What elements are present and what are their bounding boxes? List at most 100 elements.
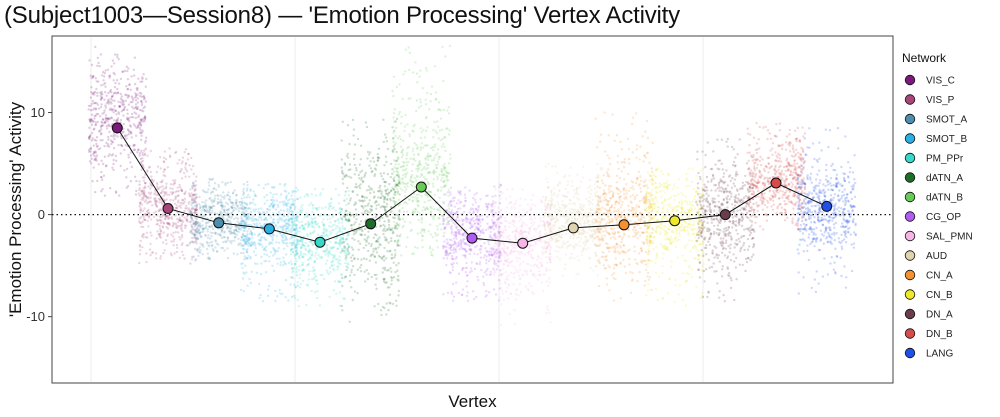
data-point: [187, 152, 191, 156]
data-point: [185, 219, 188, 222]
data-point: [332, 206, 335, 209]
data-point: [291, 200, 295, 203]
data-point: [288, 219, 291, 223]
data-point: [198, 207, 201, 210]
data-point: [382, 278, 386, 281]
data-point: [508, 212, 511, 215]
data-point: [405, 245, 408, 248]
data-point: [503, 256, 507, 259]
data-point: [193, 236, 196, 239]
data-point: [242, 252, 245, 255]
data-point: [441, 223, 445, 226]
data-point: [111, 140, 114, 143]
data-point: [397, 262, 400, 265]
data-point: [97, 61, 100, 65]
data-point: [402, 165, 406, 168]
data-point: [141, 246, 144, 249]
data-point: [446, 291, 450, 295]
data-point: [128, 120, 131, 123]
data-point: [193, 225, 196, 228]
data-point: [345, 174, 348, 178]
data-point: [453, 196, 456, 199]
data-point: [391, 172, 394, 175]
data-point: [227, 216, 230, 219]
data-point: [293, 283, 296, 286]
data-point: [118, 105, 121, 108]
data-point: [89, 96, 93, 99]
data-point: [283, 261, 286, 265]
data-point: [201, 201, 204, 204]
data-point: [554, 165, 557, 168]
data-point: [451, 299, 455, 302]
data-point: [403, 172, 407, 176]
data-point: [500, 289, 504, 292]
data-point: [314, 251, 318, 255]
data-point: [227, 207, 231, 211]
data-point: [405, 157, 408, 160]
data-point: [514, 242, 517, 246]
data-point: [196, 221, 199, 224]
data-point: [540, 264, 544, 267]
data-point: [134, 99, 138, 102]
data-point: [149, 193, 152, 196]
data-point: [153, 215, 156, 219]
data-point: [457, 242, 460, 245]
data-point: [428, 108, 431, 111]
data-point: [464, 254, 467, 257]
data-point: [442, 142, 445, 146]
data-point: [391, 276, 394, 280]
data-point: [336, 265, 339, 268]
data-point: [88, 118, 91, 121]
data-point: [250, 270, 253, 273]
data-point: [464, 186, 467, 189]
data-point: [210, 224, 213, 227]
data-point: [397, 198, 401, 201]
data-point: [382, 172, 386, 175]
data-point: [429, 191, 433, 194]
data-point: [246, 257, 249, 260]
data-point: [198, 203, 201, 206]
data-point: [581, 241, 585, 245]
data-point: [110, 116, 113, 119]
data-point: [511, 230, 514, 234]
data-point: [468, 252, 472, 256]
data-point: [486, 222, 489, 225]
data-point: [394, 252, 397, 255]
data-point: [383, 185, 387, 188]
data-point: [513, 224, 516, 228]
data-point: [475, 217, 479, 220]
data-point: [547, 242, 550, 245]
data-point: [385, 215, 388, 218]
data-point: [418, 161, 421, 164]
data-point: [487, 250, 491, 253]
data-point: [153, 192, 156, 196]
data-point: [531, 272, 535, 276]
data-point: [140, 222, 143, 225]
data-point: [154, 210, 158, 213]
data-point: [364, 171, 367, 175]
data-point: [132, 116, 135, 119]
data-point: [147, 208, 150, 212]
data-point: [176, 201, 180, 204]
data-point: [287, 192, 290, 195]
data-point: [383, 259, 386, 262]
data-point: [357, 184, 361, 188]
data-point: [298, 220, 301, 224]
data-point: [546, 261, 549, 264]
data-point: [113, 99, 116, 103]
data-point: [122, 108, 126, 112]
data-point: [149, 149, 152, 153]
data-point: [340, 166, 343, 169]
data-point: [174, 226, 178, 229]
data-point: [93, 138, 96, 142]
data-point: [245, 218, 248, 221]
data-point: [353, 143, 357, 146]
data-point: [122, 127, 125, 130]
data-point: [223, 231, 226, 234]
data-point: [411, 173, 414, 177]
data-point: [548, 248, 552, 252]
data-point: [398, 135, 401, 138]
data-point: [403, 201, 406, 205]
data-point: [113, 105, 116, 108]
data-point: [433, 193, 436, 196]
